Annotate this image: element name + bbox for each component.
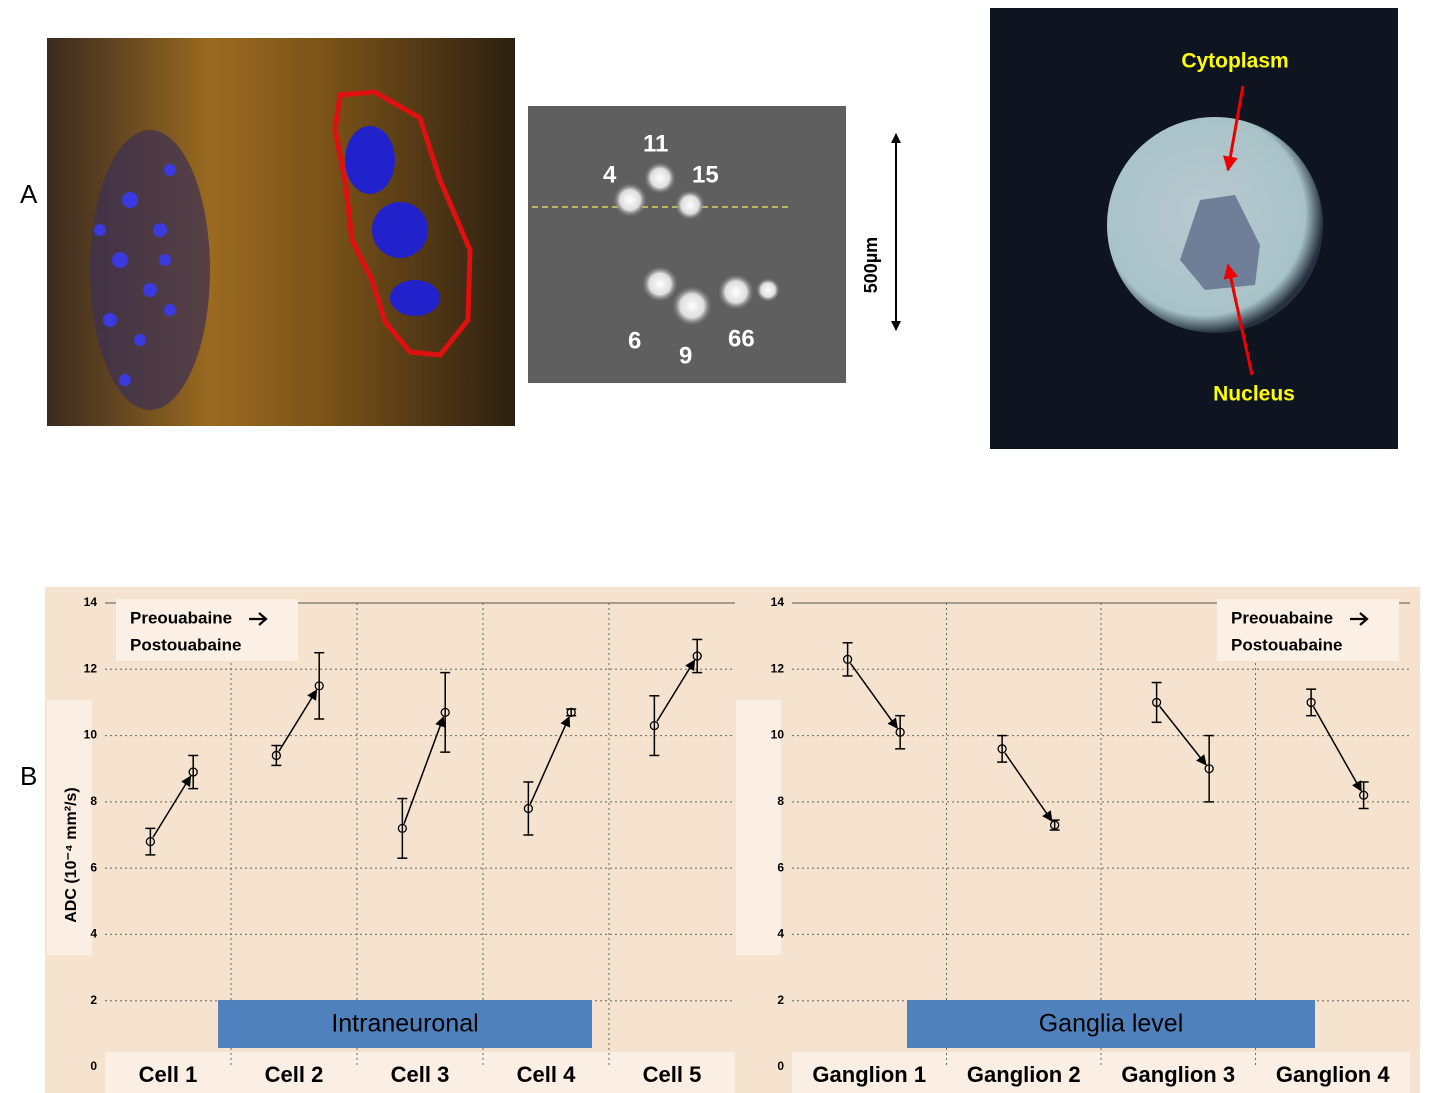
neuron-image: Cytoplasm Nucleus: [990, 8, 1398, 449]
legend-entry: Postouabaine: [1231, 635, 1342, 654]
x-tick-label: Ganglion 3: [1121, 1062, 1235, 1087]
cell-number: 11: [643, 130, 668, 157]
y-tick-label: 8: [90, 794, 97, 808]
x-tick-label: Cell 1: [139, 1062, 198, 1087]
legend: Preouabaine Postouabaine: [116, 599, 298, 661]
y-tick-label: 8: [777, 794, 784, 808]
annotation: Cytoplasm: [1181, 50, 1288, 73]
y-tick-label: 2: [90, 993, 97, 1007]
y-tick-label: 4: [777, 927, 784, 941]
legend-entry: Preouabaine: [130, 608, 232, 627]
cell-number: 4: [603, 161, 617, 188]
x-tick-label: Cell 5: [643, 1062, 702, 1087]
cell-number: 15: [692, 161, 719, 188]
x-tick-label: Cell 4: [517, 1062, 576, 1087]
y-tick-label: 14: [84, 595, 98, 609]
y-tick-label: 2: [777, 993, 784, 1007]
x-tick-label: Cell 2: [265, 1062, 324, 1087]
panel-label: A: [20, 179, 38, 209]
y-tick-label: 0: [777, 1059, 784, 1073]
y-tick-label: 14: [771, 595, 785, 609]
cell-number: 9: [679, 342, 692, 369]
y-tick-label: 4: [90, 927, 97, 941]
y-tick-label: 0: [90, 1059, 97, 1073]
x-tick-label: Cell 3: [391, 1062, 450, 1087]
y-tick-label: 6: [90, 860, 97, 874]
legend-entry: Preouabaine: [1231, 608, 1333, 627]
figure: A B 4 11 15 6 9 66 500µm: [0, 0, 1448, 1093]
legend: Preouabaine Postouabaine: [1217, 599, 1399, 661]
y-tick-label: 10: [771, 728, 785, 742]
annotation: Ganglia level: [1039, 1010, 1184, 1038]
y-tick-label: 12: [84, 661, 98, 675]
annotation: Nucleus: [1213, 383, 1295, 406]
tissue-image: [47, 38, 515, 426]
panel-label: B: [20, 761, 37, 791]
y-axis-label: ADC (10⁻⁴ mm²/s): [63, 787, 80, 923]
annotation: Intraneuronal: [331, 1010, 478, 1038]
cell-number: 66: [728, 325, 755, 352]
x-tick-label: Ganglion 2: [967, 1062, 1081, 1087]
x-tick-label: Ganglion 4: [1276, 1062, 1390, 1087]
mri-slice-image: 4 11 15 6 9 66: [528, 106, 846, 383]
y-tick-label: 6: [777, 860, 784, 874]
y-tick-label: 10: [84, 728, 98, 742]
scale-bar: 500µm: [861, 134, 896, 330]
cell-number: 6: [628, 327, 641, 354]
y-tick-label: 12: [771, 661, 785, 675]
x-tick-label: Ganglion 1: [812, 1062, 926, 1087]
legend-entry: Postouabaine: [130, 635, 241, 654]
scale-label: 500µm: [861, 237, 881, 293]
